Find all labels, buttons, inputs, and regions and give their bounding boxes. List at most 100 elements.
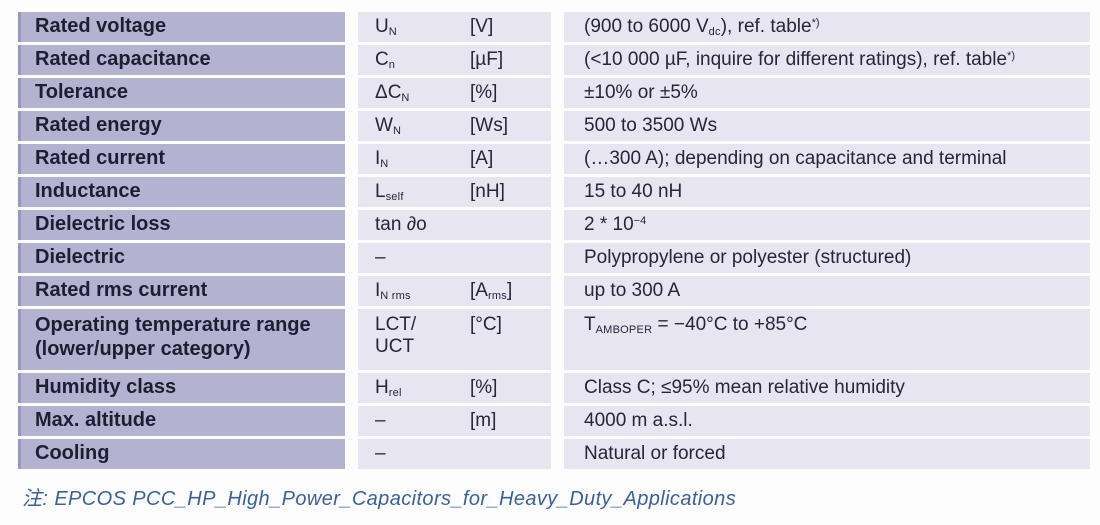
spec-unit: [A] [470, 148, 493, 170]
spec-symbol-text: Cn [375, 48, 396, 71]
spec-unit: [m] [470, 410, 496, 432]
spec-symbol: LCT/UCT [375, 314, 470, 359]
spec-symbol-text: Hrel [375, 376, 402, 399]
spec-row-label: Rated current [18, 144, 345, 174]
spec-unit-text: [Arms] [470, 279, 513, 302]
spec-row-symbol-unit: WN [Ws] [358, 111, 551, 141]
spec-symbol: Lself [375, 181, 470, 203]
spec-row-value: Class C; ≤95% mean relative humidity [564, 373, 1090, 403]
spec-symbol: Cn [375, 49, 470, 71]
spec-symbol: IN rms [375, 280, 470, 302]
spec-row-value: 4000 m a.s.l. [564, 406, 1090, 436]
spec-row-symbol-unit: IN rms [Arms] [358, 276, 551, 306]
spec-row-symbol-unit: LCT/UCT [°C] [358, 309, 551, 370]
spec-symbol-text: – [375, 409, 386, 431]
spec-value-text: (…300 A); depending on capacitance and t… [584, 147, 1007, 169]
spec-row-value: 2 * 10−4 [564, 210, 1090, 240]
spec-symbol-text: ΔCN [375, 81, 410, 104]
spec-unit: [%] [470, 377, 497, 399]
spec-row-label: Rated capacitance [18, 45, 345, 75]
spec-unit-text: [%] [470, 376, 498, 398]
footnote-text: 注: EPCOS PCC_HP_High_Power_Capacitors_fo… [22, 488, 737, 510]
spec-label-text: Rated voltage [35, 15, 167, 38]
footnote: 注: EPCOS PCC_HP_High_Power_Capacitors_fo… [22, 482, 736, 511]
spec-row-label: Cooling [18, 439, 345, 469]
spec-row-value: TAMBOPER = −40°C to +85°C [564, 309, 1090, 370]
spec-value-text: (900 to 6000 Vdc), ref. table*) [584, 15, 820, 38]
spec-unit-text: [%] [470, 81, 498, 103]
spec-table: Rated voltage UN [V] (900 to 6000 Vdc), ref… [18, 12, 1090, 469]
spec-unit: [Ws] [470, 115, 508, 137]
spec-symbol-text: IN rms [375, 279, 411, 302]
spec-symbol-text: IN [375, 147, 389, 170]
spec-label-text: Dielectric loss [35, 213, 171, 236]
spec-label-text: Humidity class [35, 376, 177, 399]
spec-unit: [%] [470, 82, 497, 104]
spec-row-label: Tolerance [18, 78, 345, 108]
spec-row-value: up to 300 A [564, 276, 1090, 306]
spec-symbol-text: – [375, 246, 386, 268]
spec-label-text: Rated capacitance [35, 48, 211, 71]
spec-symbol: – [375, 247, 470, 269]
spec-row-symbol-unit: tan ∂o [358, 210, 551, 240]
spec-unit: [nH] [470, 181, 505, 203]
spec-row-label: Inductance [18, 177, 345, 207]
spec-row-symbol-unit: UN [V] [358, 12, 551, 42]
spec-value-text: TAMBOPER = −40°C to +85°C [584, 314, 808, 337]
spec-unit-text: [°C] [470, 314, 502, 335]
spec-row-symbol-unit: – [m] [358, 406, 551, 436]
spec-symbol: – [375, 410, 470, 432]
spec-value-text: 500 to 3500 Ws [584, 114, 718, 136]
spec-row-symbol-unit: IN [A] [358, 144, 551, 174]
spec-row-value: Polypropylene or polyester (structured) [564, 243, 1090, 273]
spec-row-value: (<10 000 µF, inquire for different ratin… [564, 45, 1090, 75]
spec-symbol-text: WN [375, 114, 402, 137]
spec-unit: [µF] [470, 49, 503, 71]
spec-row-symbol-unit: ΔCN [%] [358, 78, 551, 108]
spec-row-label: Rated energy [18, 111, 345, 141]
spec-row-label: Max. altitude [18, 406, 345, 436]
spec-row-value: 15 to 40 nH [564, 177, 1090, 207]
spec-value-text: Class C; ≤95% mean relative humidity [584, 376, 905, 398]
spec-value-text: 15 to 40 nH [584, 180, 683, 202]
spec-symbol: – [375, 443, 470, 465]
spec-symbol-text: UN [375, 15, 397, 38]
spec-row-label: Dielectric loss [18, 210, 345, 240]
spec-value-text: (<10 000 µF, inquire for different ratin… [584, 48, 1015, 70]
spec-row-symbol-unit: – [358, 439, 551, 469]
spec-label-text: Rated energy [35, 114, 162, 137]
spec-value-text: ±10% or ±5% [584, 81, 698, 103]
spec-row-value: ±10% or ±5% [564, 78, 1090, 108]
spec-symbol: Hrel [375, 377, 470, 399]
spec-symbol-text: tan ∂o [375, 213, 427, 235]
spec-row-value: (…300 A); depending on capacitance and t… [564, 144, 1090, 174]
spec-value-text: up to 300 A [584, 279, 681, 301]
spec-value-text: 2 * 10−4 [584, 213, 647, 235]
spec-unit: [°C] [470, 314, 502, 336]
spec-label-text: Tolerance [35, 81, 128, 104]
spec-unit-text: [m] [470, 409, 497, 431]
spec-label-text: Rated rms current [35, 279, 208, 302]
spec-unit-text: [V] [470, 15, 494, 37]
spec-row-symbol-unit: – [358, 243, 551, 273]
spec-unit-text: [A] [470, 147, 494, 169]
spec-unit-text: [µF] [470, 48, 504, 70]
spec-label-text: Max. altitude [35, 409, 157, 432]
spec-unit: [V] [470, 16, 493, 38]
spec-row-label: Rated voltage [18, 12, 345, 42]
spec-value-text: Polypropylene or polyester (structured) [584, 246, 912, 268]
spec-label-text: Operating temperature range (lower/upper … [35, 314, 311, 360]
spec-symbol: ΔCN [375, 82, 470, 104]
spec-symbol-text: LCT/UCT [375, 314, 417, 358]
spec-row-label: Rated rms current [18, 276, 345, 306]
spec-row-value: (900 to 6000 Vdc), ref. table*) [564, 12, 1090, 42]
spec-label-text: Rated current [35, 147, 166, 170]
spec-row-symbol-unit: Lself [nH] [358, 177, 551, 207]
spec-symbol: tan ∂o [375, 214, 470, 236]
spec-row-symbol-unit: Hrel [%] [358, 373, 551, 403]
spec-symbol: UN [375, 16, 470, 38]
spec-symbol-text: – [375, 442, 386, 464]
spec-unit-text: [Ws] [470, 114, 508, 136]
spec-symbol: IN [375, 148, 470, 170]
